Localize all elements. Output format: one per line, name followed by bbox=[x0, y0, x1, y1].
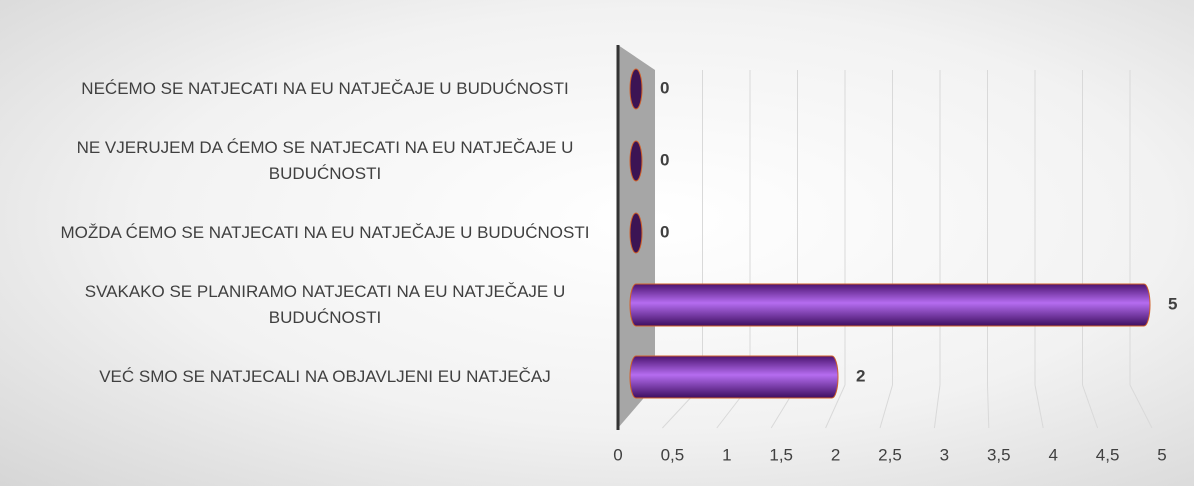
data-label: 0 bbox=[660, 150, 669, 169]
x-tick-label: 0,5 bbox=[661, 445, 685, 464]
bar bbox=[629, 68, 643, 110]
data-label: 2 bbox=[856, 366, 865, 385]
bar bbox=[629, 212, 643, 254]
bar bbox=[629, 140, 643, 182]
bar bbox=[629, 283, 1151, 327]
x-tick-label: 2 bbox=[831, 445, 840, 464]
x-tick-label: 1,5 bbox=[769, 445, 793, 464]
floor-line bbox=[1129, 384, 1153, 429]
category-label: MOŽDA ĆEMO SE NATJECATI NA EU NATJEČAJE … bbox=[60, 223, 590, 242]
data-label: 5 bbox=[1168, 294, 1177, 313]
x-tick-label: 1 bbox=[722, 445, 731, 464]
x-tick-label: 0 bbox=[613, 445, 622, 464]
category-label: NE VJERUJEM DA ĆEMO SE NATJECATI NA EU N… bbox=[76, 138, 574, 183]
floor-line bbox=[933, 384, 941, 429]
category-label: SVAKAKO SE PLANIRAMO NATJECATI NA EU NAT… bbox=[84, 282, 566, 327]
floor-line bbox=[1034, 384, 1044, 429]
category-label: VEĆ SMO SE NATJECALI NA OBJAVLJENI EU NA… bbox=[99, 367, 551, 386]
floor-line bbox=[1082, 384, 1099, 429]
data-label: 0 bbox=[660, 78, 669, 97]
floor-line bbox=[879, 384, 893, 429]
bar bbox=[629, 355, 839, 399]
category-label: NEĆEMO SE NATJECATI NA EU NATJEČAJE U BU… bbox=[81, 79, 569, 98]
floor-line bbox=[825, 384, 846, 429]
x-tick-label: 2,5 bbox=[878, 445, 902, 464]
data-label: 0 bbox=[660, 222, 669, 241]
x-tick-label: 3,5 bbox=[987, 445, 1011, 464]
x-tick-label: 3 bbox=[940, 445, 949, 464]
x-tick-label: 4 bbox=[1048, 445, 1057, 464]
floor-line bbox=[987, 384, 990, 429]
x-tick-label: 5 bbox=[1157, 445, 1166, 464]
x-tick-label: 4,5 bbox=[1096, 445, 1120, 464]
